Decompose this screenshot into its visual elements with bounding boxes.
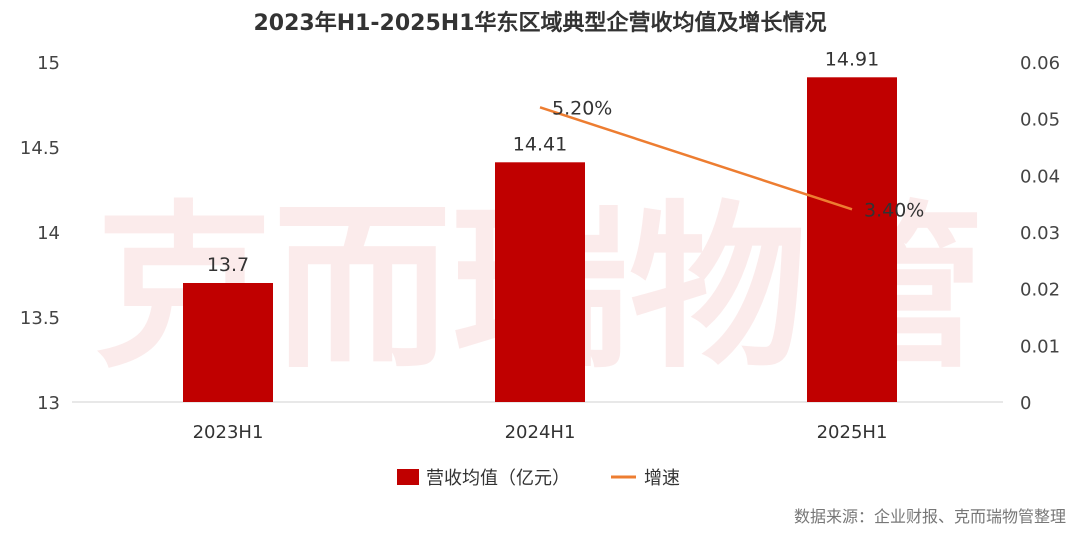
right-tick-label: 0.03 <box>1020 223 1060 244</box>
chart-title: 2023年H1-2025H1华东区域典型企营收均值及增长情况 <box>253 10 826 36</box>
right-tick-label: 0.01 <box>1020 336 1060 357</box>
right-tick-label: 0.06 <box>1020 53 1060 74</box>
bar-data-label: 14.41 <box>513 133 567 155</box>
growth-line-series: 5.20% 3.40% <box>539 97 924 221</box>
growth-data-label: 5.20% <box>552 97 612 119</box>
bar-2025H1 <box>807 77 897 403</box>
growth-data-label: 3.40% <box>864 199 924 221</box>
left-tick-label: 13 <box>37 393 60 414</box>
left-axis-ticks: 13 13.5 14 14.5 15 <box>20 53 60 414</box>
category-label: 2023H1 <box>193 422 264 443</box>
bar-2024H1 <box>495 162 585 402</box>
legend-swatch-revenue <box>397 469 419 485</box>
right-tick-label: 0.02 <box>1020 280 1060 301</box>
bar-data-label: 13.7 <box>207 254 249 276</box>
growth-line <box>539 106 853 211</box>
category-label: 2025H1 <box>817 422 888 443</box>
left-tick-label: 14.5 <box>20 138 60 159</box>
legend: 营收均值（亿元） 增速 <box>397 468 680 489</box>
bar-2023H1 <box>183 283 273 402</box>
left-tick-label: 13.5 <box>20 308 60 329</box>
left-tick-label: 15 <box>37 53 60 74</box>
left-tick-label: 14 <box>37 223 60 244</box>
legend-label-growth: 增速 <box>644 468 680 489</box>
legend-label-revenue: 营收均值（亿元） <box>426 468 570 489</box>
right-tick-label: 0.04 <box>1020 166 1060 187</box>
category-label: 2024H1 <box>505 422 576 443</box>
category-labels: 2023H1 2024H1 2025H1 <box>193 422 888 443</box>
right-axis-ticks: 0 0.01 0.02 0.03 0.04 0.05 0.06 <box>1020 53 1060 414</box>
bar-data-label: 14.91 <box>825 48 879 70</box>
right-tick-label: 0.05 <box>1020 110 1060 131</box>
bar-series: 13.7 14.41 14.91 <box>183 48 897 403</box>
source-note: 数据来源：企业财报、克而瑞物管整理 <box>794 507 1066 526</box>
right-tick-label: 0 <box>1020 393 1031 414</box>
